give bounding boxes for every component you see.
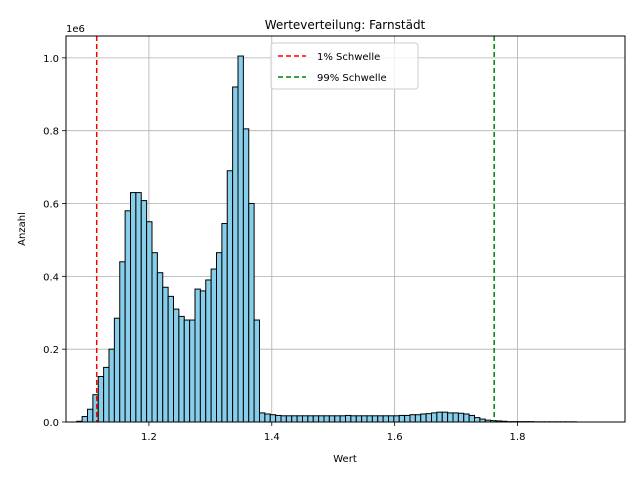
y-axis-ticks: 0.0 0.2 0.4 0.6 0.8 1.0 — [43, 54, 66, 429]
y-tick-label: 0.8 — [43, 127, 59, 138]
threshold-lines — [95, 36, 495, 422]
histogram-bar — [216, 252, 223, 423]
histogram-bar — [468, 414, 475, 423]
histogram-bar — [307, 415, 314, 423]
histogram-bar — [135, 192, 142, 423]
histogram-bar — [291, 415, 298, 423]
histogram-bar — [81, 416, 88, 423]
histogram-bar — [366, 415, 373, 423]
histogram-bar — [441, 411, 449, 423]
histogram-bar — [146, 221, 153, 423]
y-tick-label: 1.0 — [43, 54, 59, 65]
histogram-bar — [463, 413, 470, 423]
histogram-bar — [296, 415, 303, 423]
histogram-bar — [156, 272, 164, 423]
histogram-bar — [393, 415, 400, 423]
histogram-bar — [205, 279, 212, 423]
histogram-bar — [242, 128, 250, 423]
legend-box — [270, 42, 419, 90]
x-axis-ticks: 1.2 1.4 1.6 1.8 — [141, 422, 525, 443]
histogram-bar — [162, 286, 169, 423]
histogram-bar — [113, 317, 121, 423]
histogram-bar — [237, 55, 244, 423]
histogram-bar — [194, 288, 201, 423]
legend-label-99pct: 99% Schwelle — [317, 73, 387, 84]
histogram-bar — [334, 415, 341, 423]
y-tick-label: 0.2 — [43, 345, 59, 356]
histogram-bar — [189, 319, 196, 423]
histogram-bar — [355, 415, 363, 423]
histogram-bar — [447, 412, 454, 423]
y-tick-label: 0.6 — [43, 200, 59, 211]
histogram-bar — [87, 408, 94, 423]
histogram-bar — [210, 268, 217, 423]
histogram-bar — [382, 415, 389, 423]
histogram-bar — [108, 348, 115, 423]
histogram-bar — [167, 295, 174, 423]
histogram-bar — [140, 200, 148, 423]
chart-title: Werteverteilung: Farnstädt — [265, 18, 426, 32]
histogram-bar — [199, 290, 207, 423]
histogram-bar — [425, 413, 432, 423]
histogram-bar — [452, 412, 459, 423]
histogram-bar — [312, 415, 320, 423]
histogram-bar — [269, 414, 277, 423]
histogram-bar — [130, 192, 137, 423]
histogram-bar — [275, 414, 282, 423]
histogram-bar — [285, 415, 293, 423]
histogram-bar — [318, 415, 325, 423]
histogram-bar — [420, 413, 427, 423]
histogram-bar — [248, 203, 255, 423]
histogram-bar — [103, 366, 110, 423]
histogram-bar — [232, 86, 239, 423]
plot-frame — [65, 35, 626, 423]
histogram-bar — [431, 412, 438, 423]
histogram-bar — [221, 223, 228, 423]
histogram-bar — [173, 308, 180, 423]
histogram-bar — [253, 319, 260, 423]
histogram-bar — [388, 415, 395, 423]
histogram-bar — [323, 415, 330, 423]
histogram-bar — [97, 375, 105, 423]
histogram-bar — [226, 170, 234, 423]
histogram-bar — [398, 414, 406, 423]
x-axis-label: Wert — [333, 454, 357, 465]
histogram-bar — [339, 415, 346, 423]
histogram-bar — [328, 415, 336, 423]
histogram-bar — [404, 414, 411, 423]
histogram-bar — [183, 319, 191, 423]
histogram-bar — [350, 415, 357, 423]
histogram-bar — [280, 415, 287, 423]
histogram-bar — [414, 414, 422, 423]
histogram-bar — [436, 411, 443, 423]
x-tick-label: 1.2 — [141, 432, 157, 443]
y-tick-label: 0.0 — [43, 418, 59, 429]
legend: 1% Schwelle 99% Schwelle — [270, 42, 419, 90]
y-offset-label: 1e6 — [66, 24, 85, 35]
histogram-bar — [264, 413, 271, 423]
legend-label-1pct: 1% Schwelle — [317, 52, 380, 63]
histogram-bar — [361, 415, 368, 423]
x-tick-label: 1.8 — [510, 432, 526, 443]
histogram-bar — [119, 261, 126, 423]
histogram-bar — [259, 412, 266, 423]
histogram-bar — [178, 315, 185, 423]
histogram-bar — [474, 417, 481, 423]
histogram-bar — [377, 415, 384, 423]
x-tick-label: 1.4 — [264, 432, 280, 443]
histogram-bar — [371, 415, 379, 423]
histogram-bar — [302, 415, 309, 423]
histogram-bar — [409, 414, 416, 423]
histogram-bar — [345, 414, 352, 423]
histogram-bar — [457, 412, 465, 423]
histogram-bar — [124, 210, 131, 423]
x-tick-label: 1.6 — [387, 432, 403, 443]
y-tick-label: 0.4 — [43, 272, 59, 283]
histogram-bar — [151, 252, 158, 423]
y-axis-label: Anzahl — [17, 212, 28, 246]
